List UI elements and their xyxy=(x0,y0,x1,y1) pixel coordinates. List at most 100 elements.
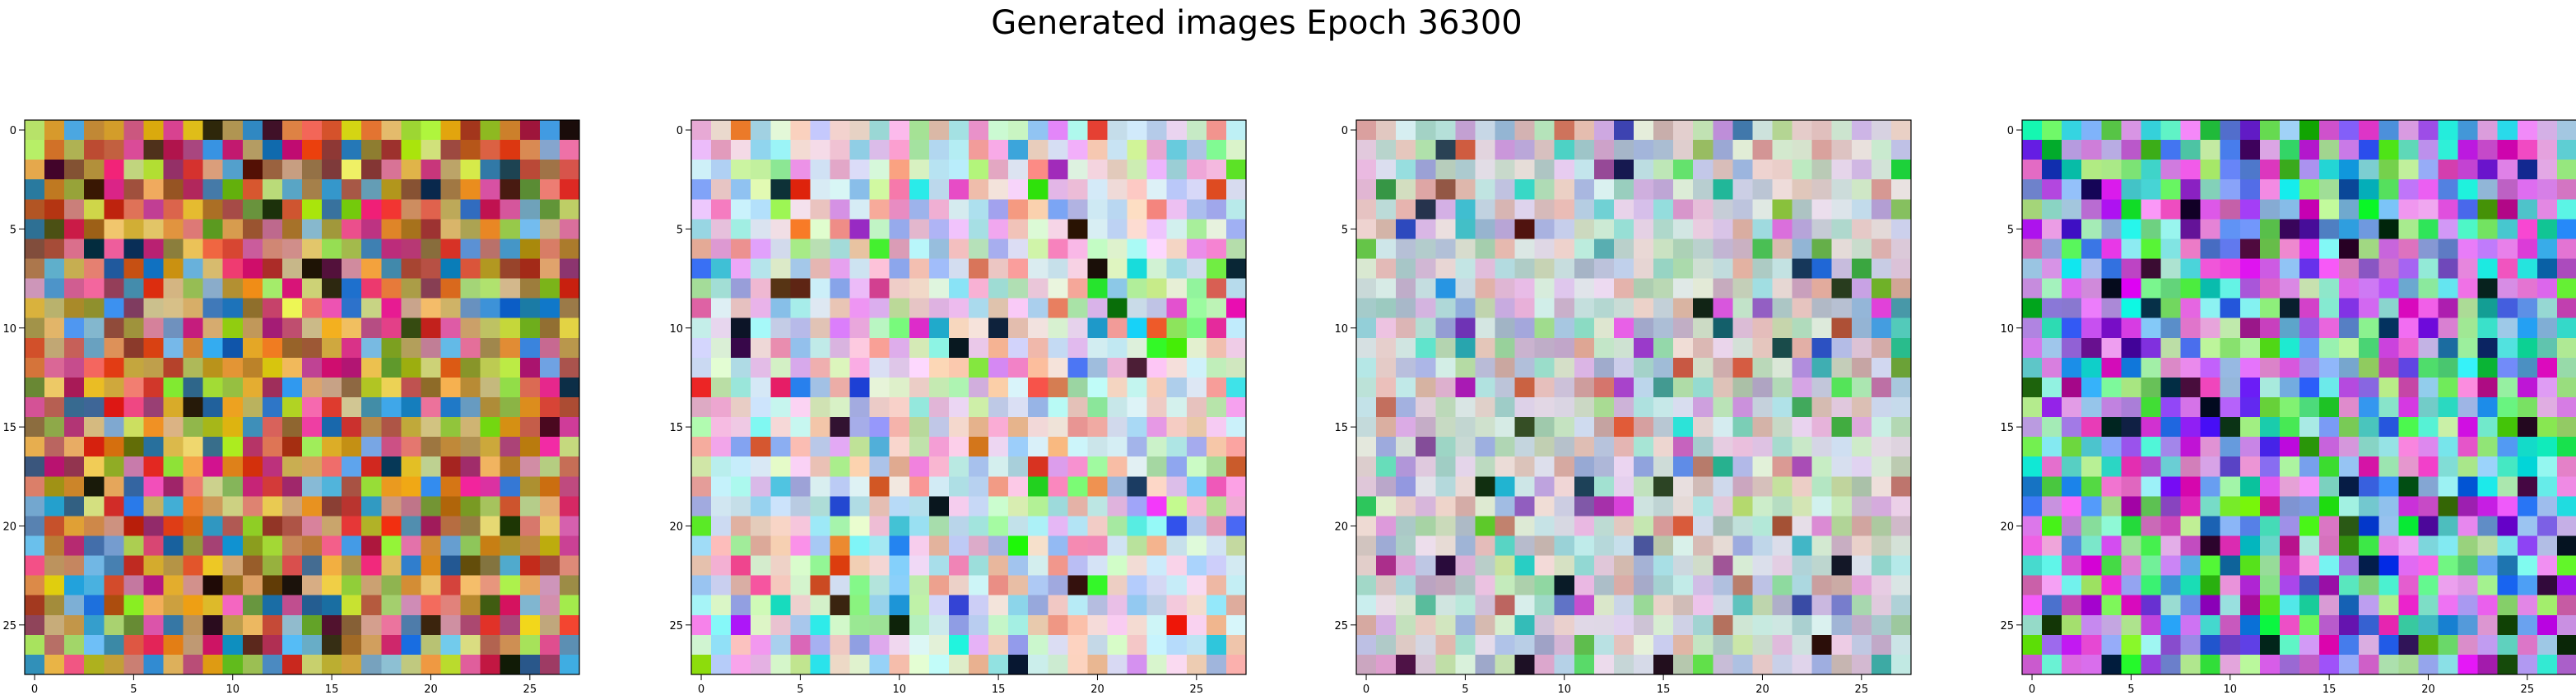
pixel-cell xyxy=(262,258,283,280)
pixel-cell xyxy=(222,120,244,141)
pixel-cell xyxy=(1028,377,1049,398)
pixel-cell xyxy=(64,160,85,180)
pixel-cell xyxy=(1772,317,1793,339)
pixel-cell xyxy=(1186,278,1207,299)
pixel-cell xyxy=(1048,535,1068,557)
pixel-cell xyxy=(830,377,851,398)
pixel-cell xyxy=(539,140,560,160)
pixel-cell xyxy=(1871,298,1892,319)
pixel-cell xyxy=(1376,219,1397,240)
pixel-cell xyxy=(2081,179,2102,200)
pixel-cell xyxy=(1554,595,1575,616)
pixel-cell xyxy=(2042,595,2062,616)
pixel-cell xyxy=(302,278,323,299)
pixel-cell xyxy=(2457,357,2479,378)
pixel-cell xyxy=(342,555,362,577)
pixel-cell xyxy=(2200,357,2221,378)
pixel-cell xyxy=(1008,298,1029,319)
pixel-cell xyxy=(1514,535,1536,557)
pixel-cell xyxy=(342,535,362,557)
pixel-cell xyxy=(1713,337,1733,359)
pixel-cell xyxy=(1851,516,1872,537)
pixel-cell xyxy=(1396,317,1416,339)
pixel-cell xyxy=(969,317,989,339)
pixel-cell xyxy=(2517,614,2538,636)
pixel-cell xyxy=(1613,179,1634,200)
pixel-cell xyxy=(163,417,184,438)
pixel-cell xyxy=(2359,496,2379,517)
pixel-cell xyxy=(810,575,831,596)
pixel-cell xyxy=(1008,555,1029,577)
pixel-cell xyxy=(2160,199,2182,220)
pixel-cell xyxy=(2279,258,2300,280)
pixel-cell xyxy=(751,575,771,596)
pixel-cell xyxy=(2457,258,2479,280)
pixel-cell xyxy=(770,140,791,160)
pixel-cell xyxy=(2319,476,2340,497)
pixel-cell xyxy=(2279,614,2300,636)
pixel-cell xyxy=(381,298,402,319)
pixel-cell xyxy=(2536,219,2558,240)
pixel-cell xyxy=(1376,120,1397,141)
pixel-cell xyxy=(460,317,481,339)
pixel-cell xyxy=(281,160,303,180)
pixel-cell xyxy=(2239,634,2261,656)
pixel-cell xyxy=(1792,634,1813,656)
pixel-cell xyxy=(1534,437,1555,457)
y-tick-label: 20 xyxy=(2000,521,2014,533)
pixel-cell xyxy=(1574,219,1595,240)
pixel-cell xyxy=(322,179,342,200)
pixel-cell xyxy=(1811,456,1833,477)
pixel-cell xyxy=(2022,357,2043,378)
pixel-cell xyxy=(1416,199,1436,220)
pixel-cell xyxy=(2556,634,2576,656)
pixel-cell xyxy=(84,654,105,675)
pixel-cell xyxy=(751,337,771,359)
pixel-cell xyxy=(2180,219,2202,240)
pixel-cell xyxy=(64,258,85,280)
pixel-cell xyxy=(1186,239,1207,260)
pixel-cell xyxy=(869,377,890,398)
pixel-cell xyxy=(84,634,105,656)
pixel-cell xyxy=(2457,535,2479,557)
pixel-cell xyxy=(2457,614,2479,636)
pixel-cell xyxy=(2339,298,2360,319)
pixel-cell xyxy=(500,179,521,200)
pixel-cell xyxy=(1087,496,1109,517)
pixel-cell xyxy=(1534,456,1555,477)
pixel-cell xyxy=(2556,516,2576,537)
pixel-cell xyxy=(2536,120,2558,141)
pixel-cell xyxy=(2398,258,2420,280)
pixel-cell xyxy=(480,258,501,280)
pixel-cell xyxy=(2121,140,2142,160)
pixel-cell xyxy=(2418,634,2439,656)
pixel-cell xyxy=(2536,239,2558,260)
pixel-cell xyxy=(2160,278,2182,299)
pixel-cell xyxy=(2279,595,2300,616)
pixel-cell xyxy=(1166,317,1188,339)
pixel-cell xyxy=(2517,298,2538,319)
pixel-cell xyxy=(2418,377,2439,398)
pixel-cell xyxy=(302,516,323,537)
pixel-cell xyxy=(1634,317,1654,339)
pixel-cell xyxy=(1673,278,1694,299)
pixel-cell xyxy=(381,337,402,359)
pixel-cell xyxy=(2239,437,2261,457)
pixel-cell xyxy=(810,456,831,477)
pixel-cell xyxy=(64,357,85,378)
pixel-cell xyxy=(2299,516,2320,537)
pixel-cell xyxy=(1455,634,1476,656)
pixel-cell xyxy=(691,278,712,299)
pixel-cell xyxy=(2477,219,2499,240)
pixel-cell xyxy=(1890,199,1912,220)
pixel-cell xyxy=(25,417,45,438)
pixel-cell xyxy=(830,595,851,616)
pixel-cell xyxy=(1772,160,1793,180)
pixel-cell xyxy=(2220,219,2241,240)
pixel-cell xyxy=(2279,496,2300,517)
pixel-cell xyxy=(2497,317,2518,339)
pixel-cell xyxy=(1554,160,1575,180)
pixel-cell xyxy=(1396,654,1416,675)
pixel-cell xyxy=(2279,535,2300,557)
pixel-cell xyxy=(1356,258,1377,280)
